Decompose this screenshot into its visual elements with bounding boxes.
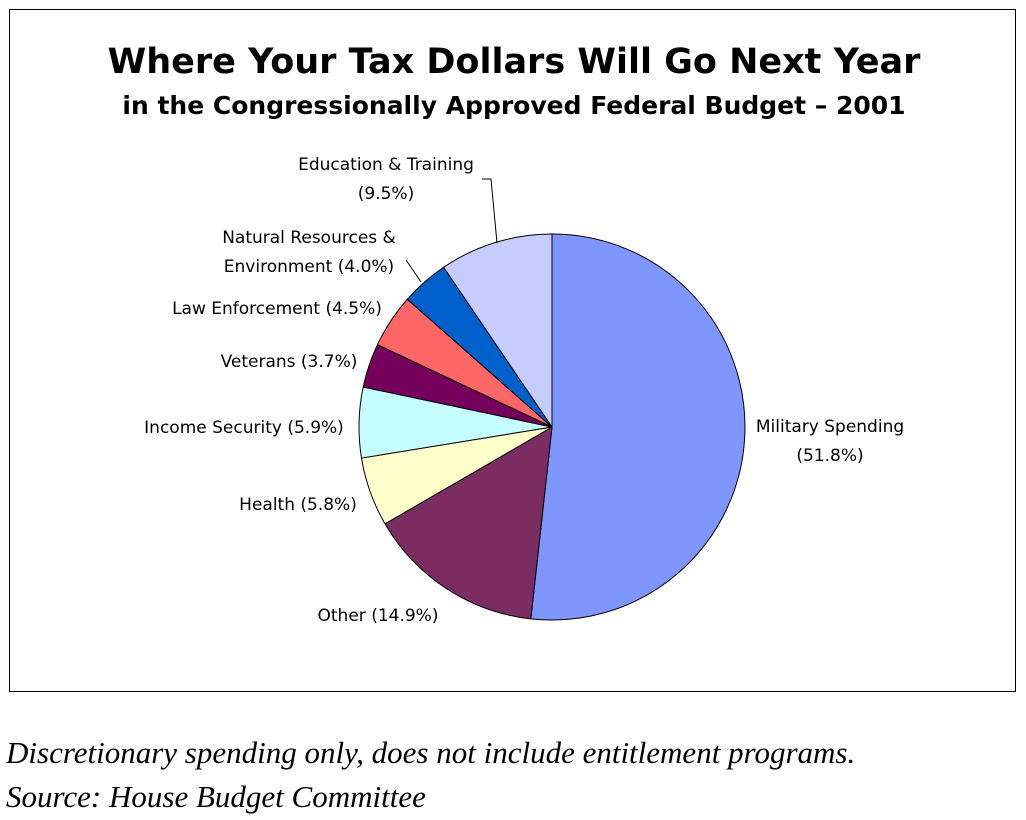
footnote-source: Source: House Budget Committee xyxy=(6,779,426,814)
slice-label-3: Income Security (5.9%) xyxy=(144,418,344,438)
slice-label-2: Health (5.8%) xyxy=(239,495,357,515)
pie-slices xyxy=(358,233,746,621)
slice-label-0-line-0: Military Spending xyxy=(756,417,904,437)
slice-label-6: Natural Resources & Environment (4.0%) xyxy=(222,228,396,277)
pie-slice-7 xyxy=(443,233,553,428)
slice-label-6-line-0: Natural Resources & xyxy=(222,228,396,248)
slice-label-7-line-0: Education & Training xyxy=(298,155,474,175)
slice-label-1-line-0: Other (14.9%) xyxy=(318,606,439,626)
slice-label-4-line-0: Veterans (3.7%) xyxy=(221,352,358,372)
footnote-discretionary: Discretionary spending only, does not in… xyxy=(6,735,856,770)
slice-labels: Military Spending (51.8%) Other (14.9%) Hea… xyxy=(144,155,904,626)
slice-label-3-line-0: Income Security (5.9%) xyxy=(144,418,344,438)
label-leaders xyxy=(405,178,498,283)
slice-label-1: Other (14.9%) xyxy=(318,606,439,626)
pie-slice-1 xyxy=(384,426,553,620)
slice-label-6-line-1: Environment (4.0%) xyxy=(224,257,394,277)
chart-title: Where Your Tax Dollars Will Go Next Year xyxy=(108,42,921,82)
pie-slice-0 xyxy=(530,233,746,621)
slice-label-7: Education & Training (9.5%) xyxy=(298,155,474,204)
slice-label-0: Military Spending (51.8%) xyxy=(756,417,904,466)
chart-subtitle: in the Congressionally Approved Federal … xyxy=(122,91,905,120)
leader-line-7 xyxy=(482,178,498,244)
leader-line-6 xyxy=(405,259,422,283)
slice-label-7-line-1: (9.5%) xyxy=(358,184,414,204)
slice-label-5-line-0: Law Enforcement (4.5%) xyxy=(172,299,382,319)
slice-label-0-line-1: (51.8%) xyxy=(796,446,863,466)
slice-label-4: Veterans (3.7%) xyxy=(221,352,358,372)
slice-label-2-line-0: Health (5.8%) xyxy=(239,495,357,515)
slice-label-5: Law Enforcement (4.5%) xyxy=(172,299,382,319)
